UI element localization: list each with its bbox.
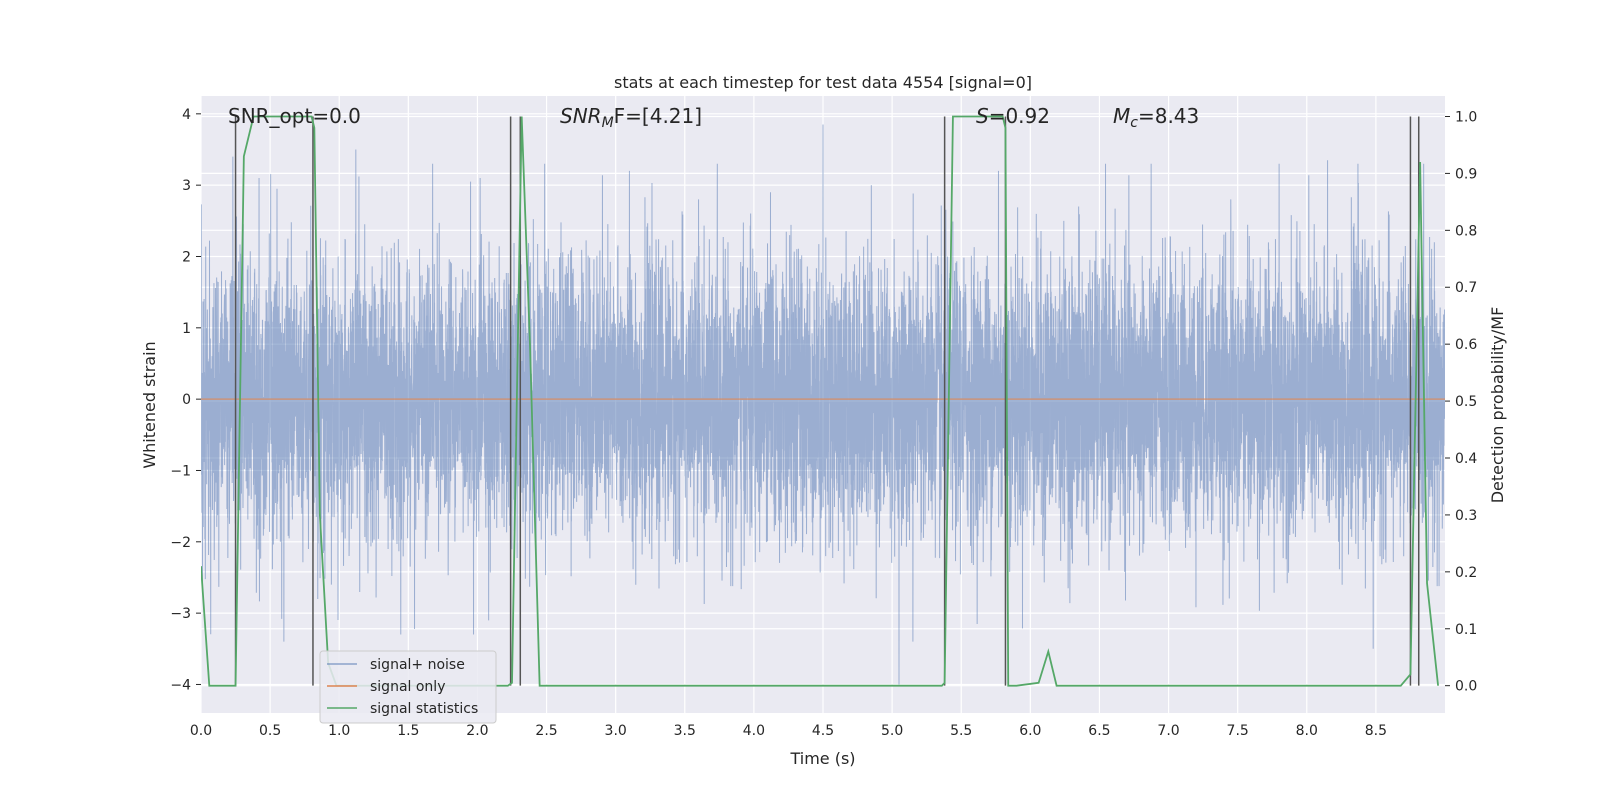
x-tick-label: 5.0 [881, 723, 903, 739]
y-tick-label: 4 [182, 107, 191, 123]
legend-entry-signal-noise: signal+ noise [370, 657, 465, 673]
annotation-snr-mf-subscript: M [602, 115, 614, 131]
annotation-s: S=0.92 [976, 104, 1050, 128]
x-tick-label: 3.5 [674, 723, 696, 739]
annotation-snr-mf-value: F=[4.21] [614, 104, 702, 128]
y-tick-label: −1 [170, 463, 191, 479]
y-tick-label: 3 [182, 178, 191, 194]
x-tick-label: 0.0 [190, 723, 212, 739]
y2-tick-label: 0.7 [1455, 280, 1477, 296]
y-tick-label: −3 [170, 606, 191, 622]
x-tick-label: 4.5 [812, 723, 834, 739]
y2-tick-label: 0.4 [1455, 451, 1477, 467]
x-tick-label: 7.0 [1157, 723, 1179, 739]
y-axis-label: Whitened strain [140, 341, 159, 468]
y-tick-label: 1 [182, 321, 191, 337]
y-tick-label: 2 [182, 249, 191, 265]
y2-tick-label: 0.0 [1455, 679, 1477, 695]
x-tick-label: 6.5 [1088, 723, 1110, 739]
chart-title: stats at each timestep for test data 455… [614, 73, 1032, 92]
x-tick-label: 7.5 [1227, 723, 1249, 739]
signal-statistics-line [201, 115, 1439, 687]
x-tick-label: 8.5 [1365, 723, 1387, 739]
x-tick-label: 4.0 [743, 723, 765, 739]
y-tick-label: −4 [170, 677, 191, 693]
x-axis-label: Time (s) [789, 749, 855, 768]
y2-ticks: 0.0 0.1 0.2 0.3 0.4 0.5 0.6 0.7 0.8 0.9 1.0 [1445, 109, 1477, 695]
series-signal-noise [201, 124, 1445, 685]
x-ticks: 0.0 0.5 1.0 1.5 2.0 2.5 3.0 3.5 4.0 4.5 5.0 5.5 6.0 6… [190, 723, 1387, 739]
x-tick-label: 1.0 [328, 723, 350, 739]
annotation-snr-opt: SNR_opt=0.0 [228, 104, 361, 128]
x-tick-label: 2.0 [466, 723, 488, 739]
annotation-snr-mf: SNRMF=[4.21] [560, 104, 702, 131]
y2-tick-label: 0.1 [1455, 622, 1477, 638]
y2-tick-label: 0.9 [1455, 166, 1477, 182]
y2-tick-label: 0.6 [1455, 337, 1477, 353]
y2-tick-label: 0.2 [1455, 565, 1477, 581]
x-tick-label: 0.5 [259, 723, 281, 739]
signal-noise-line [201, 124, 1445, 685]
annotation-mc-value: =8.43 [1138, 104, 1199, 128]
annotation-s-symbol: S [976, 104, 989, 128]
x-tick-label: 3.0 [605, 723, 627, 739]
y-tick-label: 0 [182, 392, 191, 408]
legend-entry-signal-statistics: signal statistics [370, 701, 478, 717]
y2-tick-label: 0.5 [1455, 394, 1477, 410]
annotation-snr-mf-symbol: SNR [560, 104, 602, 128]
x-tick-label: 1.5 [397, 723, 419, 739]
y2-tick-label: 0.3 [1455, 508, 1477, 524]
x-tick-label: 8.0 [1296, 723, 1318, 739]
y2-axis-label: Detection probability/MF [1488, 307, 1507, 504]
x-tick-label: 5.5 [950, 723, 972, 739]
annotation-s-value: =0.92 [989, 104, 1050, 128]
annotation-mc-symbol: M [1113, 104, 1130, 128]
y2-tick-label: 1.0 [1455, 109, 1477, 125]
annotation-mc: Mc=8.43 [1113, 104, 1199, 131]
y-ticks: −4 −3 −2 −1 0 1 2 3 4 [170, 107, 201, 693]
legend-box [319, 650, 497, 724]
legend: signal+ noise signal only signal statist… [319, 650, 497, 724]
annotation-mc-subscript: c [1130, 115, 1138, 131]
x-tick-label: 6.0 [1019, 723, 1041, 739]
y-tick-label: −2 [170, 535, 191, 551]
x-tick-label: 2.5 [535, 723, 557, 739]
legend-entry-signal-only: signal only [370, 679, 445, 695]
series-signal-statistics [201, 115, 1439, 687]
y2-tick-label: 0.8 [1455, 223, 1477, 239]
